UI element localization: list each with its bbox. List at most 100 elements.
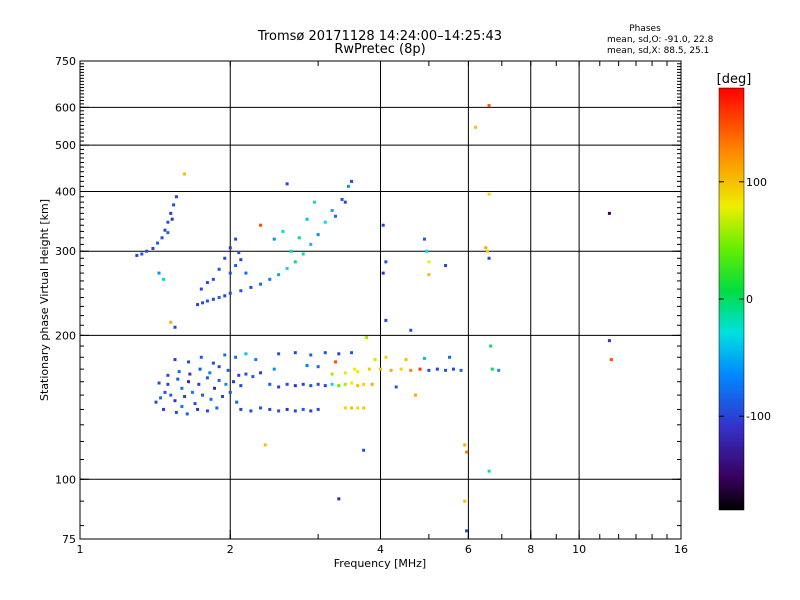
data-point (301, 382, 305, 386)
data-point (301, 407, 305, 411)
data-point (188, 372, 192, 376)
data-point (205, 299, 209, 303)
data-point (333, 360, 337, 364)
data-point (346, 184, 350, 188)
data-point (272, 237, 276, 241)
y-tick-label: 200 (55, 329, 76, 342)
colorbar-tick-label: 100 (746, 176, 767, 189)
data-point (333, 214, 337, 218)
data-point (337, 352, 341, 356)
data-point (285, 182, 289, 186)
data-point (166, 382, 170, 386)
plot-area: 1 2 4 6 8 10 16 75 100 200 300 400 500 600 750 (55, 55, 688, 556)
data-point (234, 355, 238, 359)
data-point (316, 365, 320, 369)
data-point (166, 220, 170, 224)
data-point (323, 384, 327, 388)
data-point (353, 367, 357, 371)
data-point (221, 394, 225, 398)
data-point (281, 229, 285, 233)
data-point (487, 104, 491, 108)
data-point (205, 281, 209, 285)
data-point (607, 339, 611, 343)
data-point (174, 195, 178, 199)
data-point (285, 407, 289, 411)
data-point (277, 409, 281, 413)
data-point (201, 301, 205, 305)
data-point (425, 249, 429, 253)
data-point (239, 407, 243, 411)
data-point (343, 406, 347, 410)
data-point (268, 277, 272, 281)
data-point (343, 371, 347, 375)
data-point (484, 246, 488, 250)
data-point (350, 179, 354, 183)
data-point (389, 368, 393, 372)
data-point (381, 271, 385, 275)
data-point (362, 406, 366, 410)
data-point (356, 406, 360, 410)
data-point (163, 390, 167, 394)
data-point (228, 246, 232, 250)
x-tick-label: 2 (227, 543, 234, 556)
data-point (487, 192, 491, 196)
data-point (259, 282, 263, 286)
data-point (234, 237, 238, 241)
data-point (172, 203, 176, 207)
stats-heading: Phases (629, 24, 661, 34)
data-point (166, 231, 170, 235)
data-point (208, 371, 212, 375)
data-point (228, 390, 232, 394)
data-point (323, 351, 327, 355)
data-point (235, 400, 239, 404)
chart-subtitle: RwPretec (8p) (334, 42, 425, 57)
data-point (330, 209, 334, 213)
data-point (305, 363, 309, 367)
data-point (297, 236, 301, 240)
data-point (174, 410, 178, 414)
data-point (350, 406, 354, 410)
data-point (145, 249, 149, 253)
data-point (301, 252, 305, 256)
data-point (156, 241, 160, 245)
data-point (176, 377, 180, 381)
data-point (157, 381, 161, 385)
data-point (316, 382, 320, 386)
data-point (485, 249, 489, 253)
data-point (223, 256, 227, 260)
data-point (249, 409, 253, 413)
stats-line-o: mean, sd,O: -91.0, 22.8 (607, 35, 714, 45)
y-axis-ticks: 75 100 200 300 400 500 600 750 (55, 55, 681, 546)
x-tick-label: 4 (377, 543, 384, 556)
data-point (205, 409, 209, 413)
data-point (340, 197, 344, 201)
data-point (211, 297, 215, 301)
grid-lines (80, 61, 681, 539)
data-point (362, 448, 366, 452)
data-point (244, 372, 248, 376)
data-point (384, 318, 388, 322)
data-point (226, 368, 230, 372)
data-point (409, 368, 413, 372)
data-point (187, 360, 191, 364)
data-point (259, 223, 263, 227)
data-point (154, 400, 158, 404)
data-point (173, 358, 177, 362)
y-axis-label: Stationary phase Virtual Height [km] (38, 199, 51, 401)
data-point (180, 386, 184, 390)
data-point (196, 303, 200, 307)
data-point (259, 406, 263, 410)
data-point (413, 393, 417, 397)
data-point (173, 399, 177, 403)
data-point (293, 384, 297, 388)
data-point (224, 382, 228, 386)
data-point (244, 352, 248, 356)
data-point (448, 355, 452, 359)
data-point (418, 367, 422, 371)
data-point (217, 296, 221, 300)
data-point (609, 358, 613, 362)
data-point (309, 353, 313, 357)
data-point (177, 370, 181, 374)
data-point (237, 373, 241, 377)
data-point (263, 443, 267, 447)
